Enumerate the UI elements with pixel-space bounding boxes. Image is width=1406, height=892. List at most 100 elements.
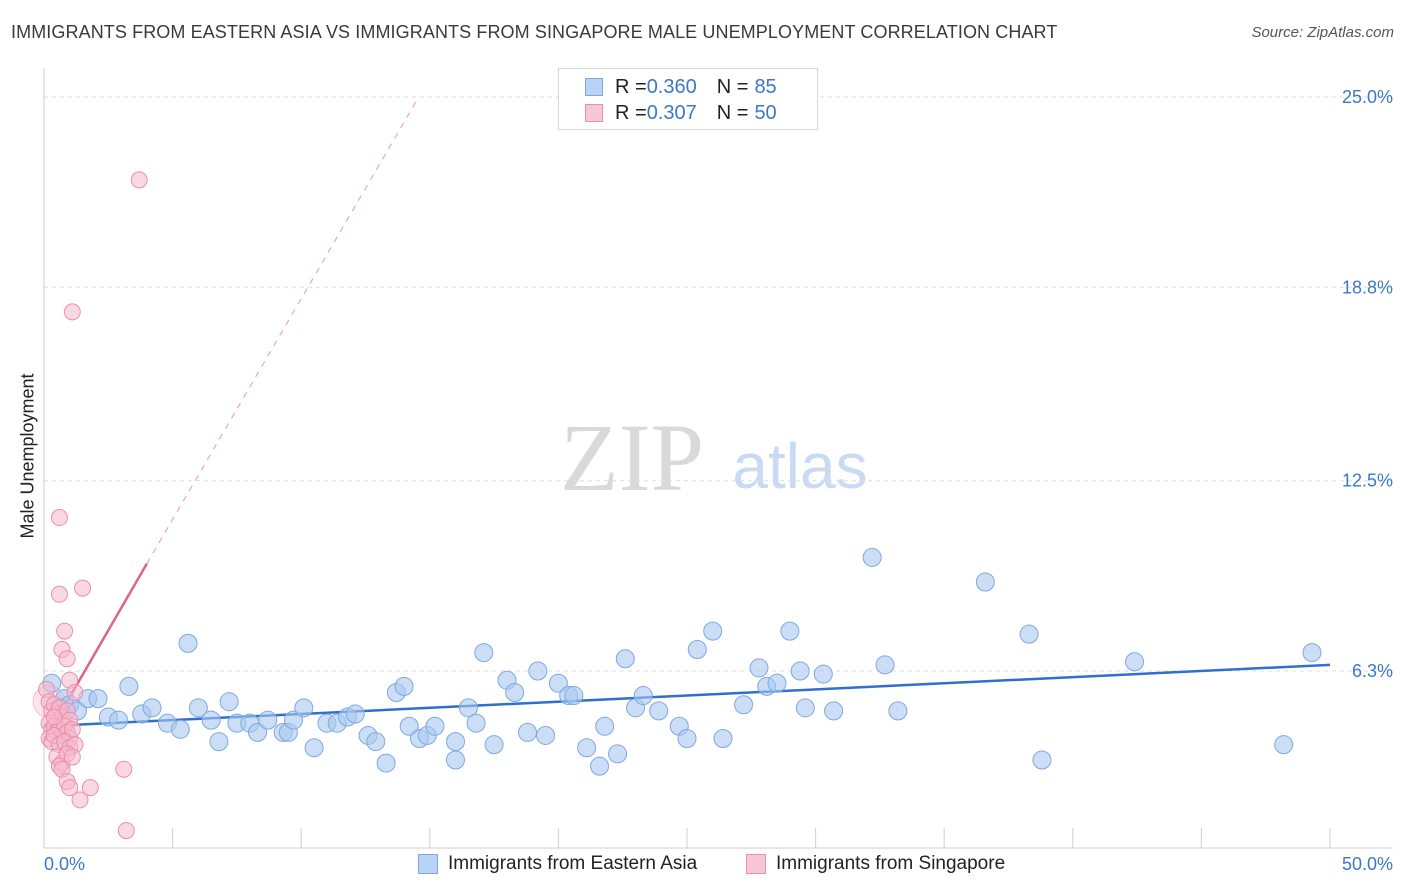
- eastern-asia-point: [677, 729, 697, 749]
- eastern-asia-point: [258, 710, 278, 730]
- singapore-point: [50, 509, 68, 527]
- eastern-asia-point: [376, 753, 396, 773]
- singapore-point: [63, 748, 81, 766]
- singapore-point: [61, 779, 79, 797]
- watermark-atlas: atlas: [732, 430, 867, 502]
- eastern-asia-point: [703, 621, 723, 641]
- eastern-asia-point: [119, 676, 139, 696]
- singapore-point: [130, 171, 148, 189]
- eastern-asia-point: [713, 729, 733, 749]
- bottom-legend-label: Immigrants from Eastern Asia: [448, 853, 698, 874]
- eastern-asia-point: [862, 547, 882, 567]
- legend-row-eastern-asia: R = 0.360 N = 85: [585, 75, 777, 99]
- eastern-asia-point: [394, 676, 414, 696]
- eastern-asia-point: [767, 673, 787, 693]
- data-points: [32, 171, 1322, 840]
- legend-n-value: 85: [754, 75, 777, 98]
- singapore-point: [50, 585, 68, 603]
- bottom-legend-singapore: Immigrants from Singapore: [746, 852, 1005, 876]
- y-tick-labels: 6.3% 12.5% 18.8% 25.0%: [1342, 87, 1393, 681]
- singapore-point: [66, 683, 84, 701]
- eastern-asia-point: [595, 716, 615, 736]
- eastern-asia-point: [474, 643, 494, 663]
- eastern-asia-point: [399, 716, 419, 736]
- watermark: ZIP atlas: [560, 404, 868, 511]
- correlation-legend: R = 0.360 N = 85 R = 0.307 N = 50: [558, 68, 818, 130]
- singapore-point: [56, 622, 74, 640]
- legend-r-value: 0.307: [646, 101, 697, 124]
- eastern-asia-point: [446, 732, 466, 752]
- singapore-point: [117, 822, 135, 840]
- eastern-asia-point: [790, 661, 810, 681]
- bottom-legend-label: Immigrants from Singapore: [776, 853, 1006, 874]
- eastern-asia-point: [425, 716, 445, 736]
- eastern-asia-point: [283, 710, 303, 730]
- singapore-point: [74, 579, 92, 597]
- eastern-asia-point: [536, 725, 556, 745]
- eastern-asia-point: [649, 701, 669, 721]
- legend-swatch-pink: [585, 104, 603, 122]
- eastern-asia-point: [548, 673, 568, 693]
- watermark-zip: ZIP: [560, 404, 704, 511]
- eastern-asia-trend-line: [43, 663, 1331, 728]
- eastern-asia-point: [615, 649, 635, 669]
- eastern-asia-point: [142, 698, 162, 718]
- eastern-asia-point: [608, 744, 628, 764]
- eastern-asia-point: [219, 692, 239, 712]
- eastern-asia-point: [813, 664, 833, 684]
- eastern-asia-point: [687, 640, 707, 660]
- singapore-point: [81, 779, 99, 797]
- x-tick-label-start: 0.0%: [44, 854, 85, 874]
- singapore-trend-extension: [146, 99, 418, 564]
- bottom-legend-eastern-asia: Immigrants from Eastern Asia: [418, 852, 697, 876]
- bottom-legend-swatch-blue: [418, 854, 438, 874]
- x-tick-label-end: 50.0%: [1342, 854, 1393, 874]
- eastern-asia-point: [749, 658, 769, 678]
- eastern-asia-point: [518, 722, 538, 742]
- eastern-asia-point: [888, 701, 908, 721]
- x-tick-labels: 0.0% 50.0%: [44, 854, 1393, 874]
- chart-title: IMMIGRANTS FROM EASTERN ASIA VS IMMIGRAN…: [11, 22, 1058, 42]
- eastern-asia-point: [304, 738, 324, 758]
- legend-row-singapore: R = 0.307 N = 50: [585, 101, 777, 125]
- y-tick-label: 6.3%: [1352, 661, 1393, 681]
- eastern-asia-point: [294, 698, 314, 718]
- eastern-asia-point: [1019, 624, 1039, 644]
- eastern-asia-point: [88, 689, 108, 709]
- eastern-asia-point: [201, 710, 221, 730]
- singapore-point: [115, 760, 133, 778]
- bottom-legend-swatch-pink: [746, 854, 766, 874]
- eastern-asia-point: [780, 621, 800, 641]
- eastern-asia-point: [824, 701, 844, 721]
- eastern-asia-point: [528, 661, 548, 681]
- eastern-asia-point: [875, 655, 895, 675]
- eastern-asia-point: [247, 722, 267, 742]
- eastern-asia-point: [345, 704, 365, 724]
- singapore-point: [71, 791, 89, 809]
- eastern-asia-point: [366, 732, 386, 752]
- eastern-asia-point: [1125, 652, 1145, 672]
- eastern-asia-point: [109, 710, 129, 730]
- eastern-asia-point: [209, 732, 229, 752]
- legend-n-label: N =: [716, 101, 749, 124]
- eastern-asia-point: [564, 686, 584, 706]
- eastern-asia-point: [484, 735, 504, 755]
- eastern-asia-point: [188, 698, 208, 718]
- legend-swatch-blue: [585, 78, 603, 96]
- y-tick-label: 18.8%: [1342, 277, 1393, 297]
- legend-r-value: 0.360: [646, 75, 697, 98]
- eastern-asia-point: [1302, 643, 1322, 663]
- singapore-point: [58, 650, 76, 668]
- y-tick-label: 25.0%: [1342, 87, 1393, 107]
- eastern-asia-point: [466, 713, 486, 733]
- gridlines: [44, 96, 1393, 672]
- eastern-asia-point: [795, 698, 815, 718]
- eastern-asia-point: [458, 698, 478, 718]
- legend-n-value: 50: [754, 101, 777, 124]
- eastern-asia-point: [1032, 750, 1052, 770]
- eastern-asia-point: [505, 682, 525, 702]
- source-label: Source: ZipAtlas.com: [1251, 24, 1394, 41]
- eastern-asia-point: [170, 719, 190, 739]
- legend-r-label: R =: [615, 101, 647, 124]
